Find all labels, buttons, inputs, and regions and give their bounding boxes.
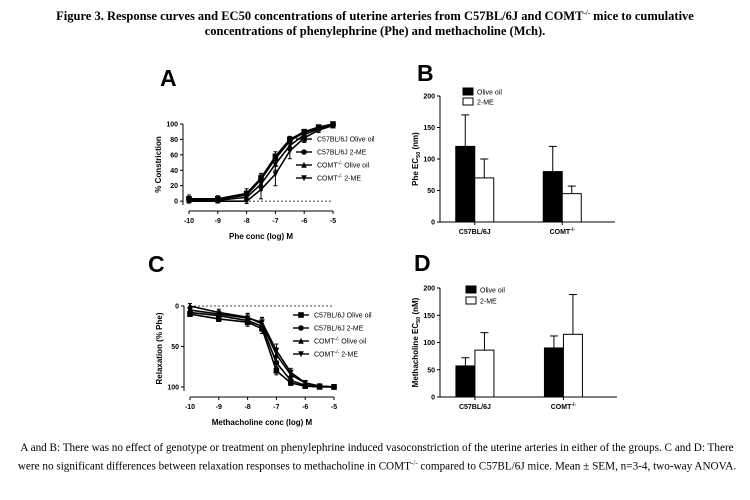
bar xyxy=(562,333,583,398)
bar xyxy=(561,193,582,223)
legend-swatch xyxy=(465,285,477,294)
legend-marker xyxy=(301,136,307,142)
figure-caption: A and B: There was no effect of genotype… xyxy=(17,442,737,473)
data-point xyxy=(187,307,193,314)
legend-label: C57BL/6J Olive oil xyxy=(317,137,375,144)
y-tick-label: 0 xyxy=(175,304,179,311)
bar xyxy=(474,177,495,223)
legend-marker xyxy=(301,161,307,168)
data-point xyxy=(331,384,337,391)
x-tick-label: -7 xyxy=(273,404,279,411)
data-point xyxy=(287,148,293,155)
data-point xyxy=(244,315,251,322)
legend-label: Olive oil xyxy=(480,288,505,295)
legend-label: 2-ME xyxy=(477,100,494,107)
legend-swatch xyxy=(462,97,474,106)
legend-label: COMT-/- 2-ME xyxy=(314,350,358,359)
y-tick-label: 100 xyxy=(166,122,178,129)
legend-label: COMT-/- 2-ME xyxy=(317,174,361,183)
y-tick-label: 100 xyxy=(423,340,435,347)
x-tick-label: COMT-/- xyxy=(551,402,577,411)
data-point xyxy=(186,198,192,205)
legend-marker xyxy=(301,175,307,182)
panel-label-d: D xyxy=(414,250,431,276)
data-point xyxy=(243,198,250,205)
panel-label-c: C xyxy=(148,251,165,277)
x-tick-label: COMT-/- xyxy=(550,227,576,236)
data-point xyxy=(258,186,264,193)
legend-label: C57BL/6J 2-ME xyxy=(317,150,367,157)
y-tick-label: 150 xyxy=(423,313,435,320)
legend-label: Olive oil xyxy=(477,90,502,97)
legend-marker xyxy=(298,351,304,358)
data-point xyxy=(288,369,294,376)
x-axis-label: Methacholine conc (log) M xyxy=(212,418,313,427)
data-point xyxy=(272,171,279,178)
y-tick-label: 100 xyxy=(423,157,435,164)
y-tick-label: 200 xyxy=(423,94,435,101)
legend-marker xyxy=(298,312,304,318)
legend-label: 2-ME xyxy=(480,299,497,306)
y-tick-label: 50 xyxy=(171,344,179,351)
y-axis-label: Relaxation (% Phe) xyxy=(155,312,164,384)
x-tick-label: C57BL/6J xyxy=(459,229,491,236)
y-tick-label: 40 xyxy=(170,168,178,175)
x-tick-label: -10 xyxy=(185,404,195,411)
data-point xyxy=(302,380,308,387)
legend-marker xyxy=(298,337,304,344)
figure-title: Figure 3. Response curves and EC50 conce… xyxy=(56,9,694,39)
legend-label: C57BL/6J 2-ME xyxy=(314,326,364,333)
y-tick-label: 50 xyxy=(427,188,435,195)
y-tick-label: 50 xyxy=(427,367,435,374)
x-tick-label: -5 xyxy=(331,404,337,411)
data-point xyxy=(315,127,322,134)
y-axis-label: Methacholine EC50 (nM) xyxy=(411,297,422,387)
x-tick-label: -7 xyxy=(272,218,278,225)
x-tick-label: -10 xyxy=(184,218,194,225)
y-tick-label: 0 xyxy=(431,220,435,227)
y-axis-label: % Constriction xyxy=(154,136,163,193)
x-tick-label: -9 xyxy=(216,404,222,411)
y-tick-label: 20 xyxy=(170,183,178,190)
data-point xyxy=(259,319,265,326)
legend-label: C57BL/6J Olive oil xyxy=(314,313,372,320)
data-point xyxy=(330,122,336,129)
legend-swatch xyxy=(462,87,474,96)
y-axis-label: Phe EC50 (nm) xyxy=(411,132,422,186)
x-tick-label: -8 xyxy=(244,404,250,411)
data-point xyxy=(273,367,280,374)
data-point xyxy=(215,198,221,205)
x-tick-label: -6 xyxy=(301,218,307,225)
data-point xyxy=(316,383,323,390)
bar xyxy=(455,365,476,398)
y-tick-label: 100 xyxy=(167,384,179,391)
legend-marker xyxy=(301,149,307,155)
y-tick-label: 150 xyxy=(423,125,435,132)
legend-label: COMT-/- Olive oil xyxy=(317,161,370,170)
x-tick-label: C57BL/6J xyxy=(459,404,491,411)
legend-label: COMT-/- Olive oil xyxy=(314,337,367,346)
y-tick-label: 200 xyxy=(423,286,435,293)
y-tick-label: 80 xyxy=(170,137,178,144)
bar xyxy=(474,349,495,398)
x-axis-label: Phe conc (log) M xyxy=(229,232,293,241)
x-tick-label: -6 xyxy=(302,404,308,411)
bar xyxy=(543,347,564,398)
y-tick-label: 0 xyxy=(431,395,435,402)
panel-label-b: B xyxy=(417,60,434,86)
x-tick-label: -9 xyxy=(215,218,221,225)
data-point xyxy=(216,311,222,318)
x-tick-label: -8 xyxy=(243,218,249,225)
legend-marker xyxy=(298,325,304,331)
y-tick-label: 60 xyxy=(170,152,178,159)
y-tick-label: 0 xyxy=(174,199,178,206)
panel-label-a: A xyxy=(160,65,177,91)
legend-swatch xyxy=(465,296,477,305)
x-tick-label: -5 xyxy=(330,218,336,225)
data-point xyxy=(273,347,280,354)
